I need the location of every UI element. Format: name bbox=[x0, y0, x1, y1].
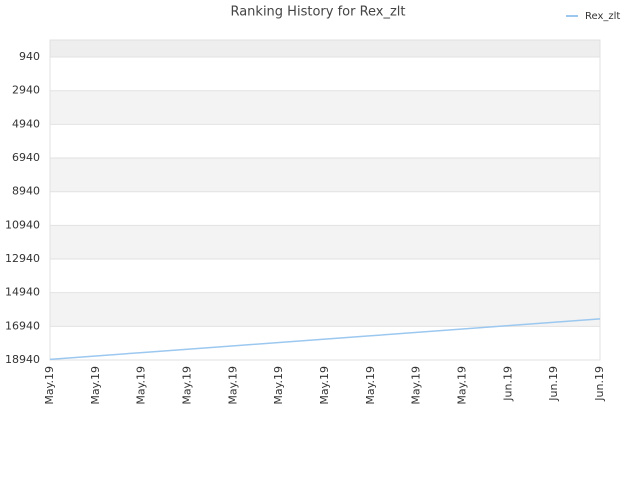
grid-band bbox=[50, 191, 600, 226]
y-tick-label: 12940 bbox=[5, 252, 40, 265]
grid-band bbox=[50, 40, 600, 58]
x-tick-label: Jun.19 bbox=[593, 366, 606, 402]
y-tick-label: 6940 bbox=[12, 151, 40, 164]
grid-band bbox=[50, 158, 600, 192]
x-tick-label: Jun.19 bbox=[501, 366, 514, 402]
x-tick-label: May.19 bbox=[135, 366, 148, 405]
y-tick-label: 4940 bbox=[12, 117, 40, 130]
y-tick-label: 8940 bbox=[12, 185, 40, 198]
y-tick-label: 940 bbox=[19, 50, 40, 63]
x-tick-label: May.19 bbox=[318, 366, 331, 405]
y-tick-label: 14940 bbox=[5, 286, 40, 299]
grid-band bbox=[50, 326, 600, 360]
x-tick-label: May.19 bbox=[410, 366, 423, 405]
grid-band bbox=[50, 90, 600, 125]
grid-band bbox=[50, 124, 600, 159]
y-tick-label: 16940 bbox=[5, 319, 40, 332]
x-tick-label: May.19 bbox=[364, 366, 377, 405]
y-tick-label: 18940 bbox=[5, 353, 40, 366]
grid-band bbox=[50, 225, 600, 260]
x-tick-label: May.19 bbox=[226, 366, 239, 405]
x-tick-label: May.19 bbox=[272, 366, 285, 405]
x-tick-label: May.19 bbox=[43, 366, 56, 405]
y-tick-label: 10940 bbox=[5, 218, 40, 231]
legend-label: Rex_zlt bbox=[585, 11, 620, 22]
chart-title: Ranking History for Rex_zlt bbox=[230, 5, 405, 20]
grid-band bbox=[50, 292, 600, 327]
grid-band bbox=[50, 259, 600, 293]
x-tick-label: May.19 bbox=[181, 366, 194, 405]
x-tick-label: Jun.19 bbox=[547, 366, 560, 402]
data-line bbox=[49, 318, 601, 361]
y-tick-label: 2940 bbox=[12, 84, 40, 97]
x-tick-label: May.19 bbox=[89, 366, 102, 405]
grid-band bbox=[50, 57, 600, 91]
x-tick-label: May.19 bbox=[456, 366, 469, 405]
